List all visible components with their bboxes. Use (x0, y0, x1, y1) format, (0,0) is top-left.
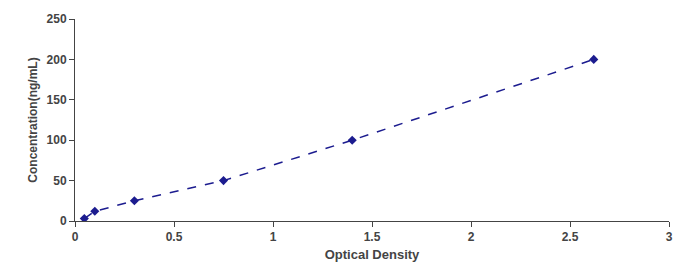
svg-text:2.5: 2.5 (562, 230, 579, 244)
svg-text:0: 0 (72, 230, 79, 244)
svg-text:Concentration(ng/mL): Concentration(ng/mL) (26, 57, 40, 182)
svg-text:2: 2 (468, 230, 475, 244)
svg-text:0.5: 0.5 (166, 230, 183, 244)
svg-text:200: 200 (47, 53, 67, 67)
svg-text:250: 250 (47, 12, 67, 26)
svg-text:3: 3 (666, 230, 673, 244)
svg-text:0: 0 (60, 214, 67, 228)
svg-text:150: 150 (47, 93, 67, 107)
svg-text:100: 100 (47, 133, 67, 147)
svg-text:1.5: 1.5 (364, 230, 381, 244)
svg-text:1: 1 (270, 230, 277, 244)
svg-text:50: 50 (53, 174, 67, 188)
svg-text:Optical Density: Optical Density (325, 247, 420, 262)
